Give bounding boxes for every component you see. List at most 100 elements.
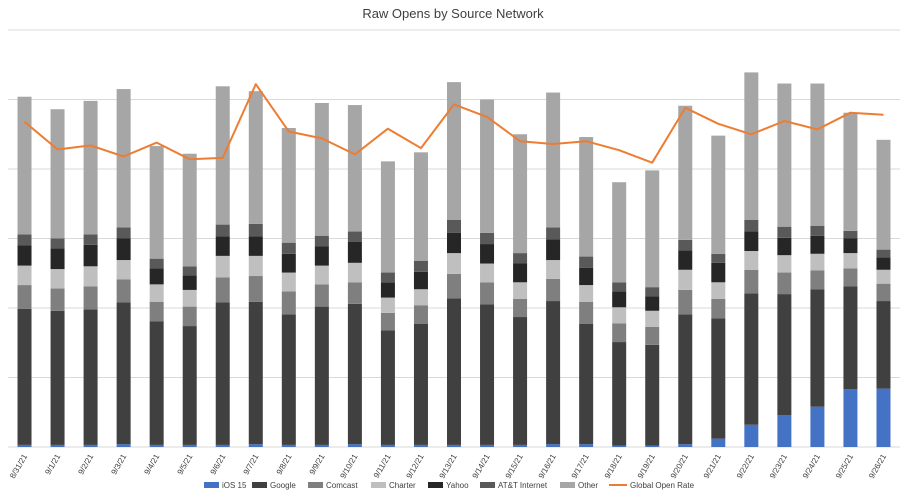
bar-other [876,139,891,250]
bar-at-t-internet [83,234,98,245]
bar-ios-15 [116,444,131,447]
bar-yahoo [17,245,32,266]
bar-other [843,112,858,231]
bar-charter [149,284,164,302]
bar-charter [612,307,627,324]
x-tick-label: 9/14/21 [471,452,492,480]
legend-label-at-t-internet: AT&T Internet [498,481,548,490]
legend-swatch-other [560,482,575,488]
bar-comcast [810,270,825,290]
bar-charter [546,260,561,279]
bar-charter [843,253,858,269]
bar-other [447,82,461,220]
x-tick-label: 9/7/21 [242,452,261,476]
bar-other [645,170,660,288]
bar-yahoo [215,236,230,256]
bar-ios-15 [17,444,32,447]
bar-ios-15 [447,444,461,447]
bar-ios-15 [215,444,230,447]
bar-ios-15 [876,388,891,447]
bar-yahoo [513,263,528,283]
legend-swatch-ios-15 [204,482,219,488]
bar-google [876,301,891,389]
x-tick-label: 9/23/21 [768,452,789,480]
x-tick-label: 9/26/21 [867,452,888,480]
bar-ios-15 [810,406,825,447]
x-tick-label: 9/2/21 [76,452,95,476]
x-tick-label: 9/11/21 [372,452,393,480]
bar-comcast [678,289,693,315]
bar-other [314,102,329,236]
bar-at-t-internet [314,235,329,247]
bar-yahoo [810,235,825,254]
bar-google [182,326,197,445]
x-tick-label: 9/17/21 [570,452,591,480]
bar-at-t-internet [413,260,428,272]
bar-at-t-internet [281,242,296,254]
legend-swatch-google [252,482,267,488]
x-tick-label: 9/16/21 [537,452,558,480]
bar-other [413,152,428,261]
x-tick-label: 9/19/21 [636,452,657,480]
x-tick-label: 9/10/21 [338,452,359,480]
bar-yahoo [116,238,131,261]
x-tick-label: 9/1/21 [43,452,62,476]
bar-ios-15 [50,444,65,447]
bar-other [579,137,594,257]
bar-at-t-internet [347,231,362,242]
bar-charter [744,251,759,270]
bar-yahoo [50,248,65,270]
bar-charter [182,289,197,307]
bar-at-t-internet [447,219,461,233]
bar-comcast [380,312,395,331]
legend-label-other: Other [578,481,598,490]
bar-google [83,309,98,445]
legend-swatch-charter [371,482,386,488]
bar-ios-15 [678,444,693,447]
bar-at-t-internet [513,253,528,264]
bar-google [380,330,395,445]
bar-yahoo [546,239,561,261]
bar-yahoo [380,282,395,298]
bar-charter [876,269,891,284]
bar-google [413,323,428,445]
bar-ios-15 [248,444,263,447]
bar-google [645,344,660,446]
bar-other [17,96,32,235]
bar-at-t-internet [843,230,858,239]
x-tick-label: 9/21/21 [702,452,723,480]
bar-google [744,293,759,425]
x-tick-label: 9/5/21 [176,452,195,476]
bar-comcast [843,268,858,287]
bar-google [347,303,362,445]
x-tick-label: 9/8/21 [275,452,294,476]
bar-google [50,310,65,445]
bar-yahoo [645,296,660,311]
bar-charter [248,255,263,277]
bar-yahoo [876,257,891,270]
bar-ios-15 [843,389,858,447]
bar-comcast [546,278,561,302]
bar-comcast [777,272,792,295]
bar-ios-15 [711,438,726,447]
bar-comcast [413,305,428,324]
bar-at-t-internet [380,272,395,283]
legend-label-comcast: Comcast [326,481,358,490]
bar-other [513,134,528,254]
x-axis-ticks: 8/31/21 9/1/21 9/2/21 9/3/21 9/4/21 9/5/21 9/6… [8,452,888,480]
bar-google [248,301,263,445]
bar-yahoo [843,238,858,254]
bar-at-t-internet [215,224,230,237]
bar-other [678,105,693,240]
x-tick-label: 9/12/21 [405,452,426,480]
legend-swatch-at-t-internet [480,482,495,488]
bar-comcast [347,282,362,304]
bar-yahoo [314,246,329,266]
bar-comcast [645,326,660,345]
bar-google [149,321,164,445]
bar-at-t-internet [50,238,65,249]
bar-google [579,323,594,445]
x-tick-label: 9/25/21 [834,452,855,480]
bar-ios-15 [645,445,660,447]
bar-ios-15 [413,444,428,447]
